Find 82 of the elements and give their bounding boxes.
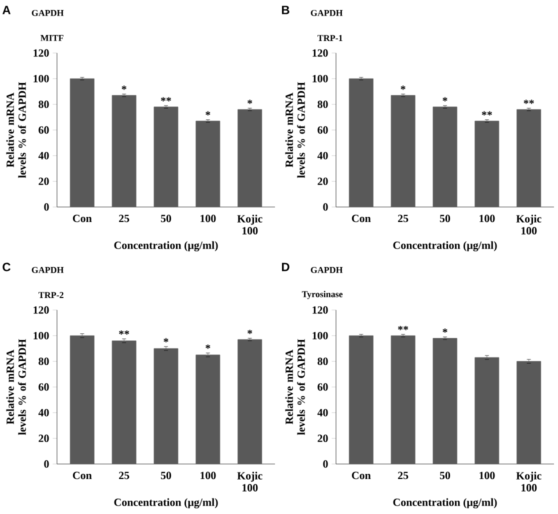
annotation: * xyxy=(206,111,210,116)
y-tick-label: 20 xyxy=(318,434,328,442)
annotation: * xyxy=(248,330,252,334)
x-tick-label: Con xyxy=(352,214,371,222)
text: TRP-2 xyxy=(38,292,64,298)
text: GAPDH xyxy=(310,266,343,274)
y-tick-label: 60 xyxy=(318,126,328,134)
x-tick-label: Con xyxy=(72,214,92,222)
x-tick-label: 100 xyxy=(200,472,216,480)
annotation: * xyxy=(122,86,126,90)
y-tick-label: 120 xyxy=(34,306,49,314)
annotation: * xyxy=(442,97,448,102)
y-tick-label: 20 xyxy=(318,178,328,186)
text: TRP-1 xyxy=(318,35,342,41)
x-tick-label: 25 xyxy=(398,214,408,222)
text: GAPDH xyxy=(32,266,64,274)
y-tick-label: 80 xyxy=(38,100,49,108)
y-tick-label: 20 xyxy=(38,178,49,186)
y-tick-label: 100 xyxy=(312,332,328,340)
y-tick-label: 60 xyxy=(38,126,49,134)
chart-title: B xyxy=(282,6,290,14)
chart-title: D xyxy=(282,262,290,272)
y-tick-label: 40 xyxy=(317,408,328,416)
y-tick-label: 120 xyxy=(34,49,49,57)
y-tick-label: 100 xyxy=(34,74,49,82)
y-tick-label: 0 xyxy=(44,460,49,468)
annotation: ** xyxy=(398,326,408,330)
x-tick-label: 100 xyxy=(200,214,216,222)
x-tick-label: 50 xyxy=(440,214,450,222)
x-axis-title: Concentration (μg/ml) xyxy=(393,498,497,508)
y-tick-label: 100 xyxy=(34,332,49,340)
x-tick-label: Kojic 100 xyxy=(516,472,542,492)
x-tick-label: 25 xyxy=(398,472,408,480)
x-axis-title: Concentration (μg/ml) xyxy=(393,241,497,252)
x-tick-label: 25 xyxy=(119,472,130,480)
x-tick-label: Kojic 100 xyxy=(237,472,262,492)
x-tick-label: 100 xyxy=(480,214,495,222)
y-tick-label: 120 xyxy=(312,306,328,314)
y-tick-label: 100 xyxy=(312,74,328,82)
x-tick-label: Con xyxy=(72,472,92,480)
y-tick-label: 80 xyxy=(318,358,328,366)
annotation: * xyxy=(400,86,406,90)
text: MITF xyxy=(40,35,64,41)
annotation: ** xyxy=(524,100,534,104)
x-tick-label: Kojic 100 xyxy=(516,214,542,234)
x-axis-title: Concentration (μg/ml) xyxy=(114,498,218,508)
y-axis-title: Relative mRNA levels % of GAPDH xyxy=(6,339,26,435)
y-tick-label: 80 xyxy=(38,358,49,366)
annotation: * xyxy=(164,338,168,342)
annotation: ** xyxy=(482,111,492,116)
y-tick-label: 60 xyxy=(38,383,49,391)
chart-title: A xyxy=(2,6,11,14)
x-tick-label: 100 xyxy=(480,472,495,480)
annotation: ** xyxy=(160,97,172,102)
annotation: * xyxy=(206,344,210,349)
y-tick-label: 0 xyxy=(323,460,328,468)
annotation: * xyxy=(442,328,448,333)
y-tick-label: 60 xyxy=(318,383,328,391)
x-axis-title: Concentration (μg/ml) xyxy=(114,241,218,252)
annotation: ** xyxy=(119,330,130,335)
y-tick-label: 40 xyxy=(38,152,49,160)
x-tick-label: Con xyxy=(352,472,371,480)
y-axis-title: Relative mRNA levels % of GAPDH xyxy=(6,82,26,178)
x-tick-label: 50 xyxy=(160,472,172,480)
y-tick-label: 120 xyxy=(312,49,328,57)
x-tick-label: 50 xyxy=(160,214,172,222)
text: Tyrosinase xyxy=(302,290,343,300)
y-tick-label: 40 xyxy=(38,408,49,416)
x-tick-label: 25 xyxy=(119,214,130,222)
y-tick-label: 0 xyxy=(323,203,328,211)
y-tick-label: 40 xyxy=(317,152,328,160)
y-axis-title: Relative mRNA levels % of GAPDH xyxy=(285,82,305,178)
annotation: * xyxy=(248,100,252,104)
chart-title: C xyxy=(2,262,11,272)
text: GAPDH xyxy=(32,10,64,16)
x-tick-label: 50 xyxy=(440,472,450,480)
x-tick-label: Kojic 100 xyxy=(237,214,262,234)
y-tick-label: 80 xyxy=(318,100,328,108)
text: GAPDH xyxy=(310,10,343,16)
y-tick-label: 20 xyxy=(38,434,49,442)
y-tick-label: 0 xyxy=(44,203,49,211)
y-axis-title: Relative mRNA levels % of GAPDH xyxy=(285,339,305,435)
